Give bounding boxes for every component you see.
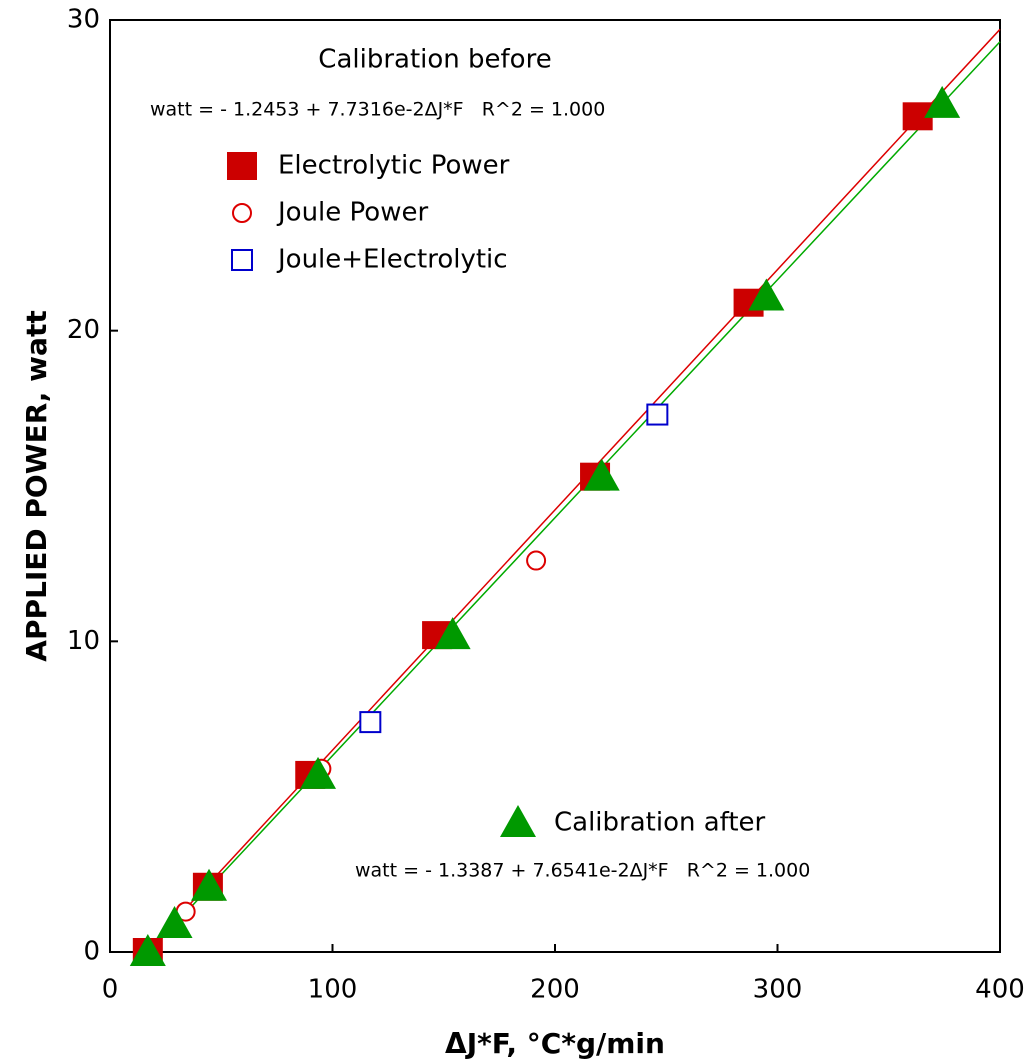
marker (924, 85, 961, 118)
marker (646, 403, 669, 426)
annotation: watt = - 1.2453 + 7.7316e-2ΔJ*F R^2 = 1.… (150, 99, 605, 121)
marker (583, 458, 620, 491)
marker (191, 868, 228, 901)
legend-marker (232, 203, 252, 223)
marker (748, 278, 785, 311)
y-tick-label: 30 (67, 5, 100, 35)
y-axis-label: APPLIED POWER, watt (20, 310, 53, 661)
legend-marker (227, 152, 257, 180)
marker (526, 550, 547, 571)
marker (434, 617, 471, 650)
annotation: Calibration before (318, 45, 551, 75)
x-tick-label: 100 (308, 975, 358, 1005)
marker (129, 934, 166, 966)
x-tick-label: 0 (102, 975, 119, 1005)
marker (156, 906, 193, 939)
y-tick-label: 20 (67, 315, 100, 345)
legend-label: Electrolytic Power (278, 151, 510, 181)
legend-label: Joule+Electrolytic (276, 245, 508, 275)
marker (300, 756, 337, 789)
fit-line (148, 41, 1001, 953)
legend-label: Joule Power (276, 198, 428, 228)
legend-marker (231, 249, 253, 271)
y-tick-label: 10 (67, 626, 100, 656)
x-tick-label: 400 (975, 975, 1025, 1005)
annotation: watt = - 1.3387 + 7.6541e-2ΔJ*F R^2 = 1.… (355, 860, 810, 882)
legend-marker (500, 805, 536, 837)
legend-label: Calibration after (554, 808, 766, 838)
x-tick-label: 200 (530, 975, 580, 1005)
y-tick-label: 0 (83, 937, 100, 967)
marker (359, 711, 382, 734)
fit-line (145, 28, 1001, 953)
x-tick-label: 300 (753, 975, 803, 1005)
x-axis-label: ΔJ*F, °C*g/min (445, 1027, 665, 1060)
